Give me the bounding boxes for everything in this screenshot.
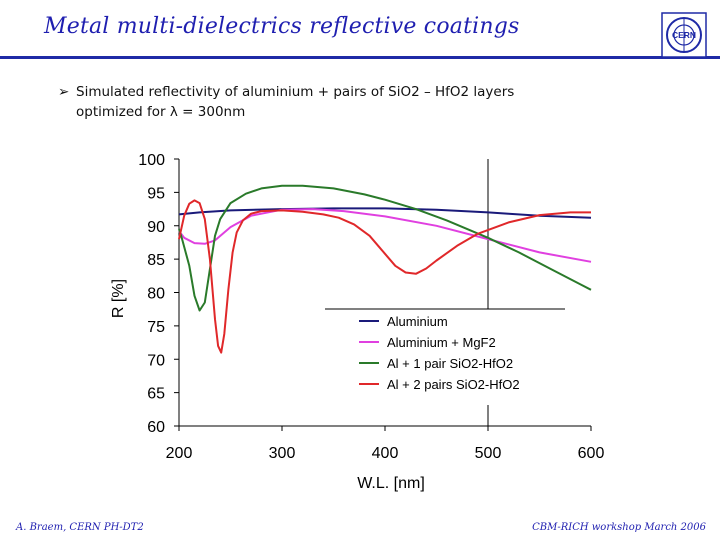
legend-label-2: Aluminium + MgF2 (387, 335, 496, 350)
y-tick-label: 65 (147, 386, 165, 403)
y-tick-label: 70 (147, 352, 165, 369)
x-tick-label: 500 (475, 445, 502, 462)
cern-logo: CERN (661, 12, 707, 58)
footer-event: CBM-RICH workshop March 2006 (532, 522, 706, 533)
legend-label-1: Aluminium (387, 314, 448, 329)
series-line-1 (178, 207, 592, 219)
arrow-bullet-icon: ➢ (58, 84, 70, 100)
y-tick-label: 85 (147, 252, 165, 269)
y-axis-label: R [%] (110, 279, 127, 318)
y-tick-label: 90 (147, 219, 165, 236)
footer-author: A. Braem, CERN PH-DT2 (16, 522, 144, 533)
bullet-point: ➢ Simulated reflectivity of aluminium + … (58, 82, 514, 122)
legend-label-3: Al + 1 pair SiO2-HfO2 (387, 356, 513, 371)
y-tick-label: 80 (147, 286, 165, 303)
legend-label-4: Al + 2 pairs SiO2-HfO2 (387, 377, 520, 392)
y-tick-label: 75 (147, 319, 165, 336)
y-tick-label: 60 (147, 419, 165, 436)
bullet-line-1: Simulated reflectivity of aluminium + pa… (76, 84, 515, 100)
x-tick-label: 200 (166, 445, 193, 462)
x-axis-label: W.L. [nm] (357, 475, 425, 492)
bullet-line-2: optimized for λ = 300nm (76, 104, 246, 120)
slide-title: Metal multi-dielectrics reflective coati… (44, 14, 520, 39)
legend-box (325, 309, 565, 405)
x-tick-label: 300 (269, 445, 296, 462)
title-divider (0, 56, 720, 59)
series-line-4 (178, 199, 591, 354)
y-tick-label: 100 (138, 152, 165, 169)
y-tick-label: 95 (147, 185, 165, 202)
cern-logo-text: CERN (672, 30, 696, 40)
chart-svg: 60 65 70 75 80 85 90 95 100 200 300 400 500 600 W.L. [… (110, 152, 605, 492)
series-line-3 (178, 184, 592, 312)
reflectivity-chart: 60 65 70 75 80 85 90 95 100 200 300 400 500 600 W.L. [… (91, 143, 607, 510)
x-tick-label: 600 (578, 445, 605, 462)
x-tick-label: 400 (372, 445, 399, 462)
